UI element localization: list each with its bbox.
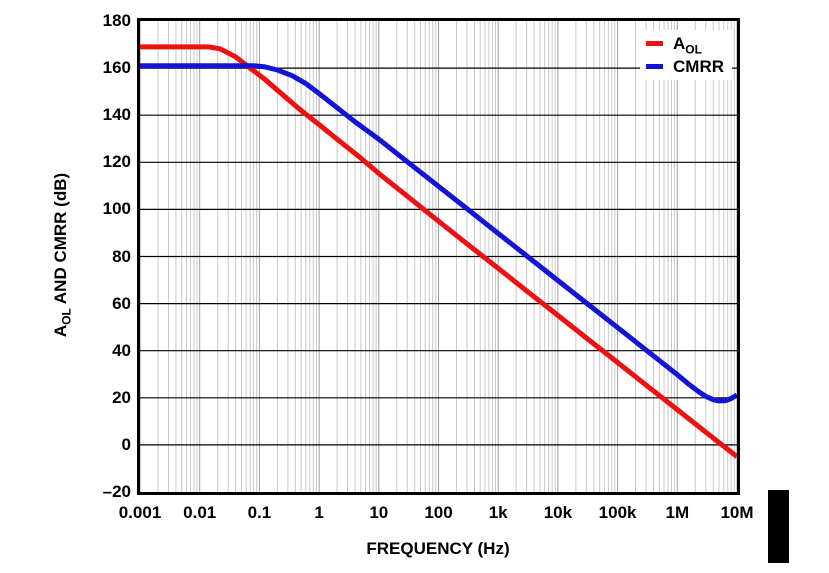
legend: AOL CMRR [640, 30, 732, 80]
x-tick-label: 1 [314, 503, 324, 522]
legend-item-cmrr: CMRR [646, 56, 724, 77]
x-tick-label: 10M [720, 503, 754, 522]
y-tick-label: 160 [102, 58, 131, 78]
x-tick-label: 10k [543, 503, 573, 522]
y-tick-label: 100 [102, 199, 131, 219]
y-tick-label: –20 [102, 482, 131, 501]
aol-series-label: AOL [673, 34, 702, 57]
x-tick-label: 100k [598, 503, 637, 522]
x-tick-label: 0.001 [118, 503, 162, 522]
legend-item-aol: AOL [646, 33, 724, 57]
y-axis-title-rest: AND CMRR (dB) [51, 172, 70, 309]
y-axis-title-main: A [51, 324, 70, 338]
x-tick-label: 1M [665, 503, 690, 522]
y-axis-title-sub: OL [59, 308, 74, 325]
x-tick-label: 100 [424, 503, 453, 522]
cmrr-series-label: CMRR [673, 57, 724, 76]
y-axis-title: AOL AND CMRR (dB) [51, 172, 74, 338]
x-tick-label: 10 [369, 503, 389, 522]
aol-series-swatch [646, 41, 663, 46]
y-tick-label: 180 [102, 11, 131, 30]
y-tick-label: 0 [121, 434, 131, 454]
page-edge-marker [768, 490, 789, 563]
x-tick-label: 1k [488, 503, 508, 522]
x-tick-label: 0.01 [183, 503, 217, 522]
y-tick-label: 120 [102, 152, 131, 172]
y-tick-label: 80 [112, 246, 131, 266]
x-axis-title: FREQUENCY (Hz) [366, 539, 510, 558]
plot-area [137, 18, 740, 495]
y-tick-label: 20 [112, 387, 131, 407]
cmrr-series-swatch [646, 64, 663, 69]
y-tick-label: 40 [112, 340, 131, 360]
y-tick-label: 140 [102, 105, 131, 125]
plot-canvas [140, 21, 737, 492]
x-tick-label: 0.1 [247, 503, 272, 522]
y-tick-label: 60 [112, 293, 131, 313]
